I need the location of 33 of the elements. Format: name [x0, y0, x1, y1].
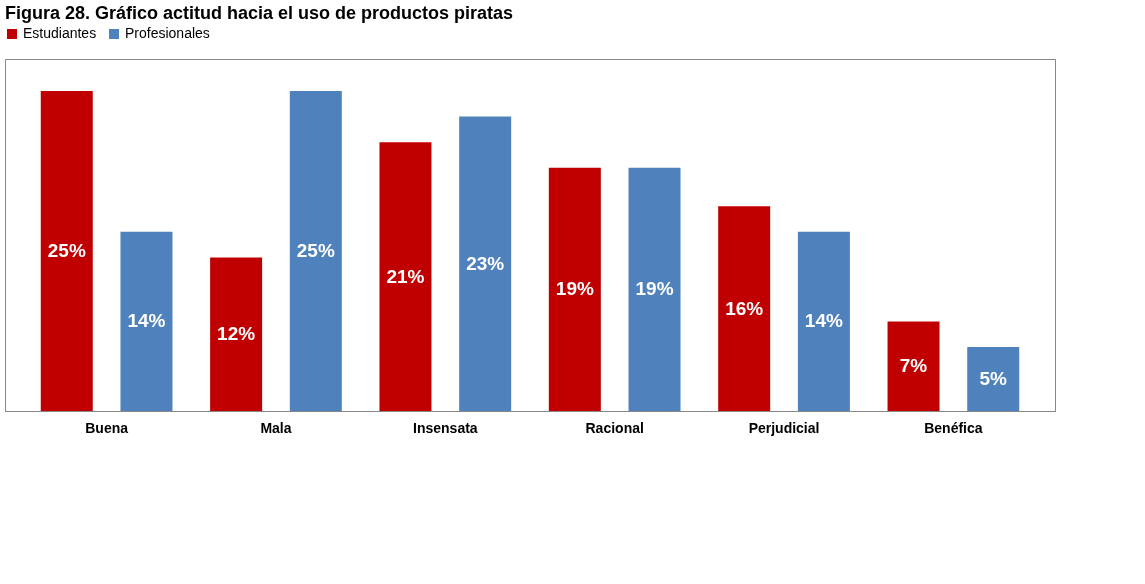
x-tick-label: Buena — [85, 419, 129, 436]
chart-title: Figura 28. Gráfico actitud hacia el uso de productos piratas — [5, 3, 514, 23]
bar — [548, 167, 601, 411]
data-label: 19% — [635, 278, 674, 300]
data-label: 12% — [217, 323, 256, 345]
legend-label: Profesionales — [125, 25, 210, 41]
x-tick-label: Racional — [585, 419, 644, 436]
bar — [210, 257, 263, 411]
data-label: 25% — [47, 240, 86, 261]
bar — [459, 116, 512, 411]
bar — [967, 347, 1020, 411]
x-tick-label: Benéfica — [924, 419, 983, 436]
data-label: 14% — [127, 310, 166, 332]
data-label: 23% — [466, 252, 505, 274]
bar — [120, 231, 173, 411]
data-label: 19% — [555, 278, 594, 300]
legend-label: Estudiantes — [23, 25, 97, 41]
data-label: 16% — [725, 297, 764, 319]
data-label: 25% — [296, 240, 335, 261]
bar — [887, 321, 940, 411]
x-tick-label: Insensata — [413, 419, 478, 436]
data-label: 14% — [804, 310, 843, 332]
data-label: 7% — [899, 355, 928, 377]
bar — [718, 206, 771, 411]
bar — [289, 91, 342, 411]
bar — [797, 231, 850, 411]
data-label: 5% — [979, 368, 1008, 389]
bar — [40, 91, 93, 411]
bar — [379, 142, 432, 411]
data-label: 21% — [386, 265, 425, 287]
x-tick-label: Mala — [260, 419, 292, 436]
x-tick-label: Perjudicial — [748, 419, 820, 436]
bar — [628, 167, 681, 411]
